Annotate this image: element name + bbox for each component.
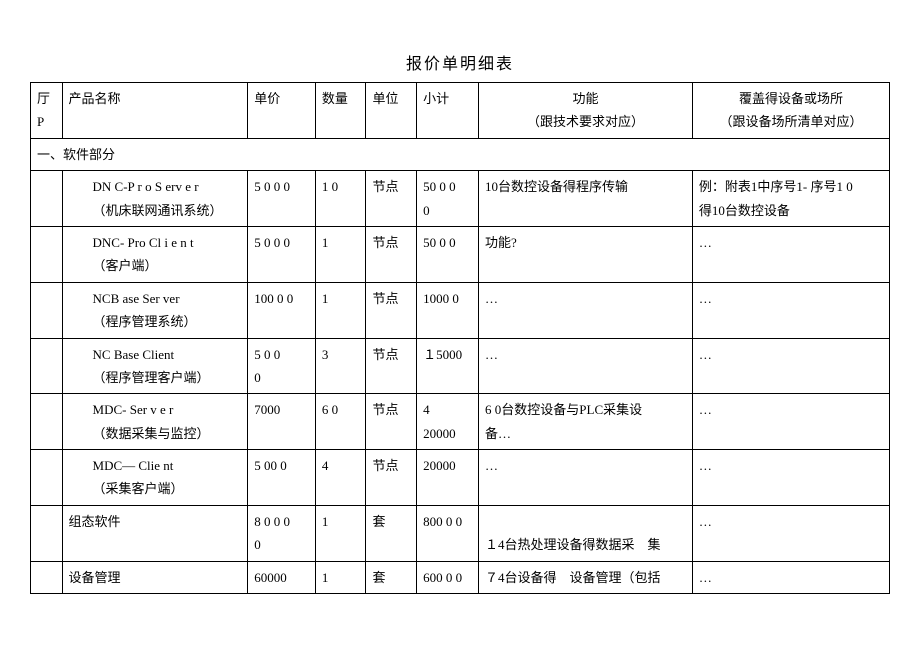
cover-cell: … xyxy=(692,394,889,450)
product-name: NCB ase Ser ver（程序管理系统） xyxy=(62,282,248,338)
header-col6: 功能 （跟技术要求对应） xyxy=(479,83,693,139)
subtotal-cell: 600 0 0 xyxy=(417,561,479,593)
header-col5: 小计 xyxy=(417,83,479,139)
product-name: NC Base Client（程序管理客户端） xyxy=(62,338,248,394)
func-cell: 6 0台数控设备与PLC采集设备… xyxy=(479,394,693,450)
cover-cell: … xyxy=(692,338,889,394)
page-title: 报价单明细表 xyxy=(30,50,890,74)
cover-cell: … xyxy=(692,561,889,593)
func-cell: ７4台设备得 设备管理（包括 xyxy=(479,561,693,593)
qty-cell: 1 xyxy=(315,505,366,561)
section-label: 一、软件部分 xyxy=(31,138,890,170)
func-cell: … xyxy=(479,338,693,394)
header-col0: 厅P xyxy=(31,83,63,139)
cover-cell: … xyxy=(692,450,889,506)
func-cell: … xyxy=(479,282,693,338)
table-row: MDC— Clie nt（采集客户端） 5 00 0 4 节点 20000 … … xyxy=(31,450,890,506)
table-row: DNC- Pro Cl i e n t（客户端） 5 0 0 0 1 节点 50… xyxy=(31,226,890,282)
func-cell: … xyxy=(479,450,693,506)
price-cell: 100 0 0 xyxy=(248,282,316,338)
subtotal-cell: 420000 xyxy=(417,394,479,450)
qty-cell: 3 xyxy=(315,338,366,394)
header-col1: 产品名称 xyxy=(62,83,248,139)
header-col3: 数量 xyxy=(315,83,366,139)
subtotal-cell: 20000 xyxy=(417,450,479,506)
table-row: 设备管理 60000 1 套 600 0 0 ７4台设备得 设备管理（包括 … xyxy=(31,561,890,593)
unit-cell: 套 xyxy=(366,561,417,593)
func-cell: １4台热处理设备得数据采 集 xyxy=(479,505,693,561)
product-name: 设备管理 xyxy=(62,561,248,593)
price-cell: 8 0 0 00 xyxy=(248,505,316,561)
price-cell: 7000 xyxy=(248,394,316,450)
cover-cell: 例：附表1中序号1- 序号1 0得10台数控设备 xyxy=(692,171,889,227)
header-col4: 单位 xyxy=(366,83,417,139)
header-row: 厅P 产品名称 单价 数量 单位 小计 功能 （跟技术要求对应） 覆盖得设备或场… xyxy=(31,83,890,139)
product-name: DNC- Pro Cl i e n t（客户端） xyxy=(62,226,248,282)
unit-cell: 节点 xyxy=(366,450,417,506)
unit-cell: 套 xyxy=(366,505,417,561)
subtotal-cell: 50 0 0 xyxy=(417,226,479,282)
subtotal-cell: 50 0 00 xyxy=(417,171,479,227)
qty-cell: 6 0 xyxy=(315,394,366,450)
section-row: 一、软件部分 xyxy=(31,138,890,170)
unit-cell: 节点 xyxy=(366,338,417,394)
price-cell: 5 0 0 0 xyxy=(248,226,316,282)
qty-cell: 1 xyxy=(315,282,366,338)
cover-cell: … xyxy=(692,505,889,561)
table-row: 组态软件 8 0 0 00 1 套 800 0 0 １4台热处理设备得数据采 集… xyxy=(31,505,890,561)
qty-cell: 1 xyxy=(315,226,366,282)
cover-cell: … xyxy=(692,226,889,282)
header-col7: 覆盖得设备或场所 （跟设备场所清单对应） xyxy=(692,83,889,139)
unit-cell: 节点 xyxy=(366,171,417,227)
table-row: MDC- Ser v e r（数据采集与监控） 7000 6 0 节点 4200… xyxy=(31,394,890,450)
price-cell: 60000 xyxy=(248,561,316,593)
qty-cell: 4 xyxy=(315,450,366,506)
table-row: DN C-P r o S erv e r（机床联网通讯系统） 5 0 0 0 1… xyxy=(31,171,890,227)
qty-cell: 1 xyxy=(315,561,366,593)
product-name: MDC— Clie nt（采集客户端） xyxy=(62,450,248,506)
quotation-table: 厅P 产品名称 单价 数量 单位 小计 功能 （跟技术要求对应） 覆盖得设备或场… xyxy=(30,82,890,594)
unit-cell: 节点 xyxy=(366,394,417,450)
unit-cell: 节点 xyxy=(366,282,417,338)
subtotal-cell: １5000 xyxy=(417,338,479,394)
table-row: NC Base Client（程序管理客户端） 5 0 00 3 节点 １500… xyxy=(31,338,890,394)
subtotal-cell: 800 0 0 xyxy=(417,505,479,561)
price-cell: 5 00 0 xyxy=(248,450,316,506)
cover-cell: … xyxy=(692,282,889,338)
func-cell: 10台数控设备得程序传输 xyxy=(479,171,693,227)
qty-cell: 1 0 xyxy=(315,171,366,227)
func-cell: 功能? xyxy=(479,226,693,282)
subtotal-cell: 1000 0 xyxy=(417,282,479,338)
unit-cell: 节点 xyxy=(366,226,417,282)
price-cell: 5 0 0 0 xyxy=(248,171,316,227)
table-row: NCB ase Ser ver（程序管理系统） 100 0 0 1 节点 100… xyxy=(31,282,890,338)
price-cell: 5 0 00 xyxy=(248,338,316,394)
product-name: DN C-P r o S erv e r（机床联网通讯系统） xyxy=(62,171,248,227)
product-name: 组态软件 xyxy=(62,505,248,561)
product-name: MDC- Ser v e r（数据采集与监控） xyxy=(62,394,248,450)
header-col2: 单价 xyxy=(248,83,316,139)
